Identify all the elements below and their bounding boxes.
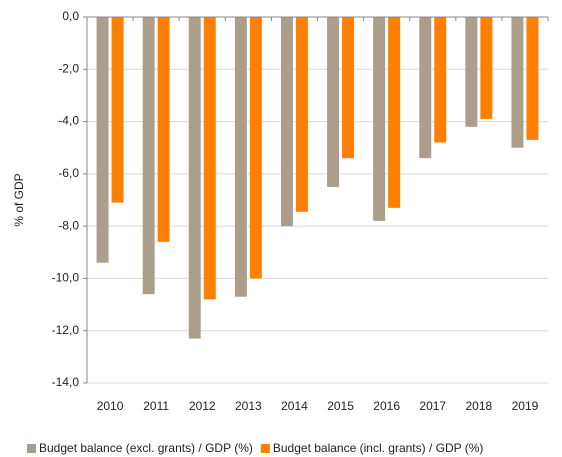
y-tick-label: -8,0 — [58, 218, 79, 232]
bar — [295, 17, 308, 212]
bar — [111, 17, 124, 203]
bar — [327, 17, 340, 187]
y-tick-label: -6,0 — [58, 166, 79, 180]
bar — [234, 17, 247, 297]
x-tick-label: 2015 — [327, 399, 354, 413]
bar — [419, 17, 432, 159]
bar — [388, 17, 401, 208]
legend-swatch — [27, 444, 36, 453]
legend-label: Budget balance (incl. grants) / GDP (%) — [273, 441, 484, 455]
bar — [434, 17, 447, 143]
x-tick-label: 2019 — [512, 399, 539, 413]
x-tick-label: 2013 — [235, 399, 262, 413]
y-tick-label: -14,0 — [52, 375, 80, 389]
y-tick-label: 0,0 — [62, 9, 79, 23]
bar — [188, 17, 201, 339]
bar — [465, 17, 478, 127]
bar — [511, 17, 524, 148]
y-tick-label: -2,0 — [58, 61, 79, 75]
bar — [342, 17, 355, 159]
x-tick-label: 2018 — [465, 399, 492, 413]
bar — [96, 17, 109, 263]
x-tick-label: 2014 — [281, 399, 308, 413]
y-tick-label: -12,0 — [52, 323, 80, 337]
bar — [373, 17, 386, 221]
legend-swatch — [260, 444, 270, 453]
bar — [249, 17, 262, 279]
bar — [142, 17, 155, 295]
y-tick-label: -10,0 — [52, 271, 80, 285]
x-tick-label: 2017 — [419, 399, 446, 413]
bar — [280, 17, 293, 227]
y-tick-label: -4,0 — [58, 114, 79, 128]
x-tick-label: 2010 — [97, 399, 124, 413]
bar — [203, 17, 216, 300]
bar — [157, 17, 170, 242]
y-axis-title: % of GDP — [12, 173, 26, 226]
x-tick-label: 2016 — [373, 399, 400, 413]
x-tick-label: 2011 — [143, 399, 169, 413]
legend-label: Budget balance (excl. grants) / GDP (%) — [39, 441, 253, 455]
bar — [480, 17, 493, 119]
bar — [526, 17, 539, 140]
x-tick-label: 2012 — [189, 399, 216, 413]
